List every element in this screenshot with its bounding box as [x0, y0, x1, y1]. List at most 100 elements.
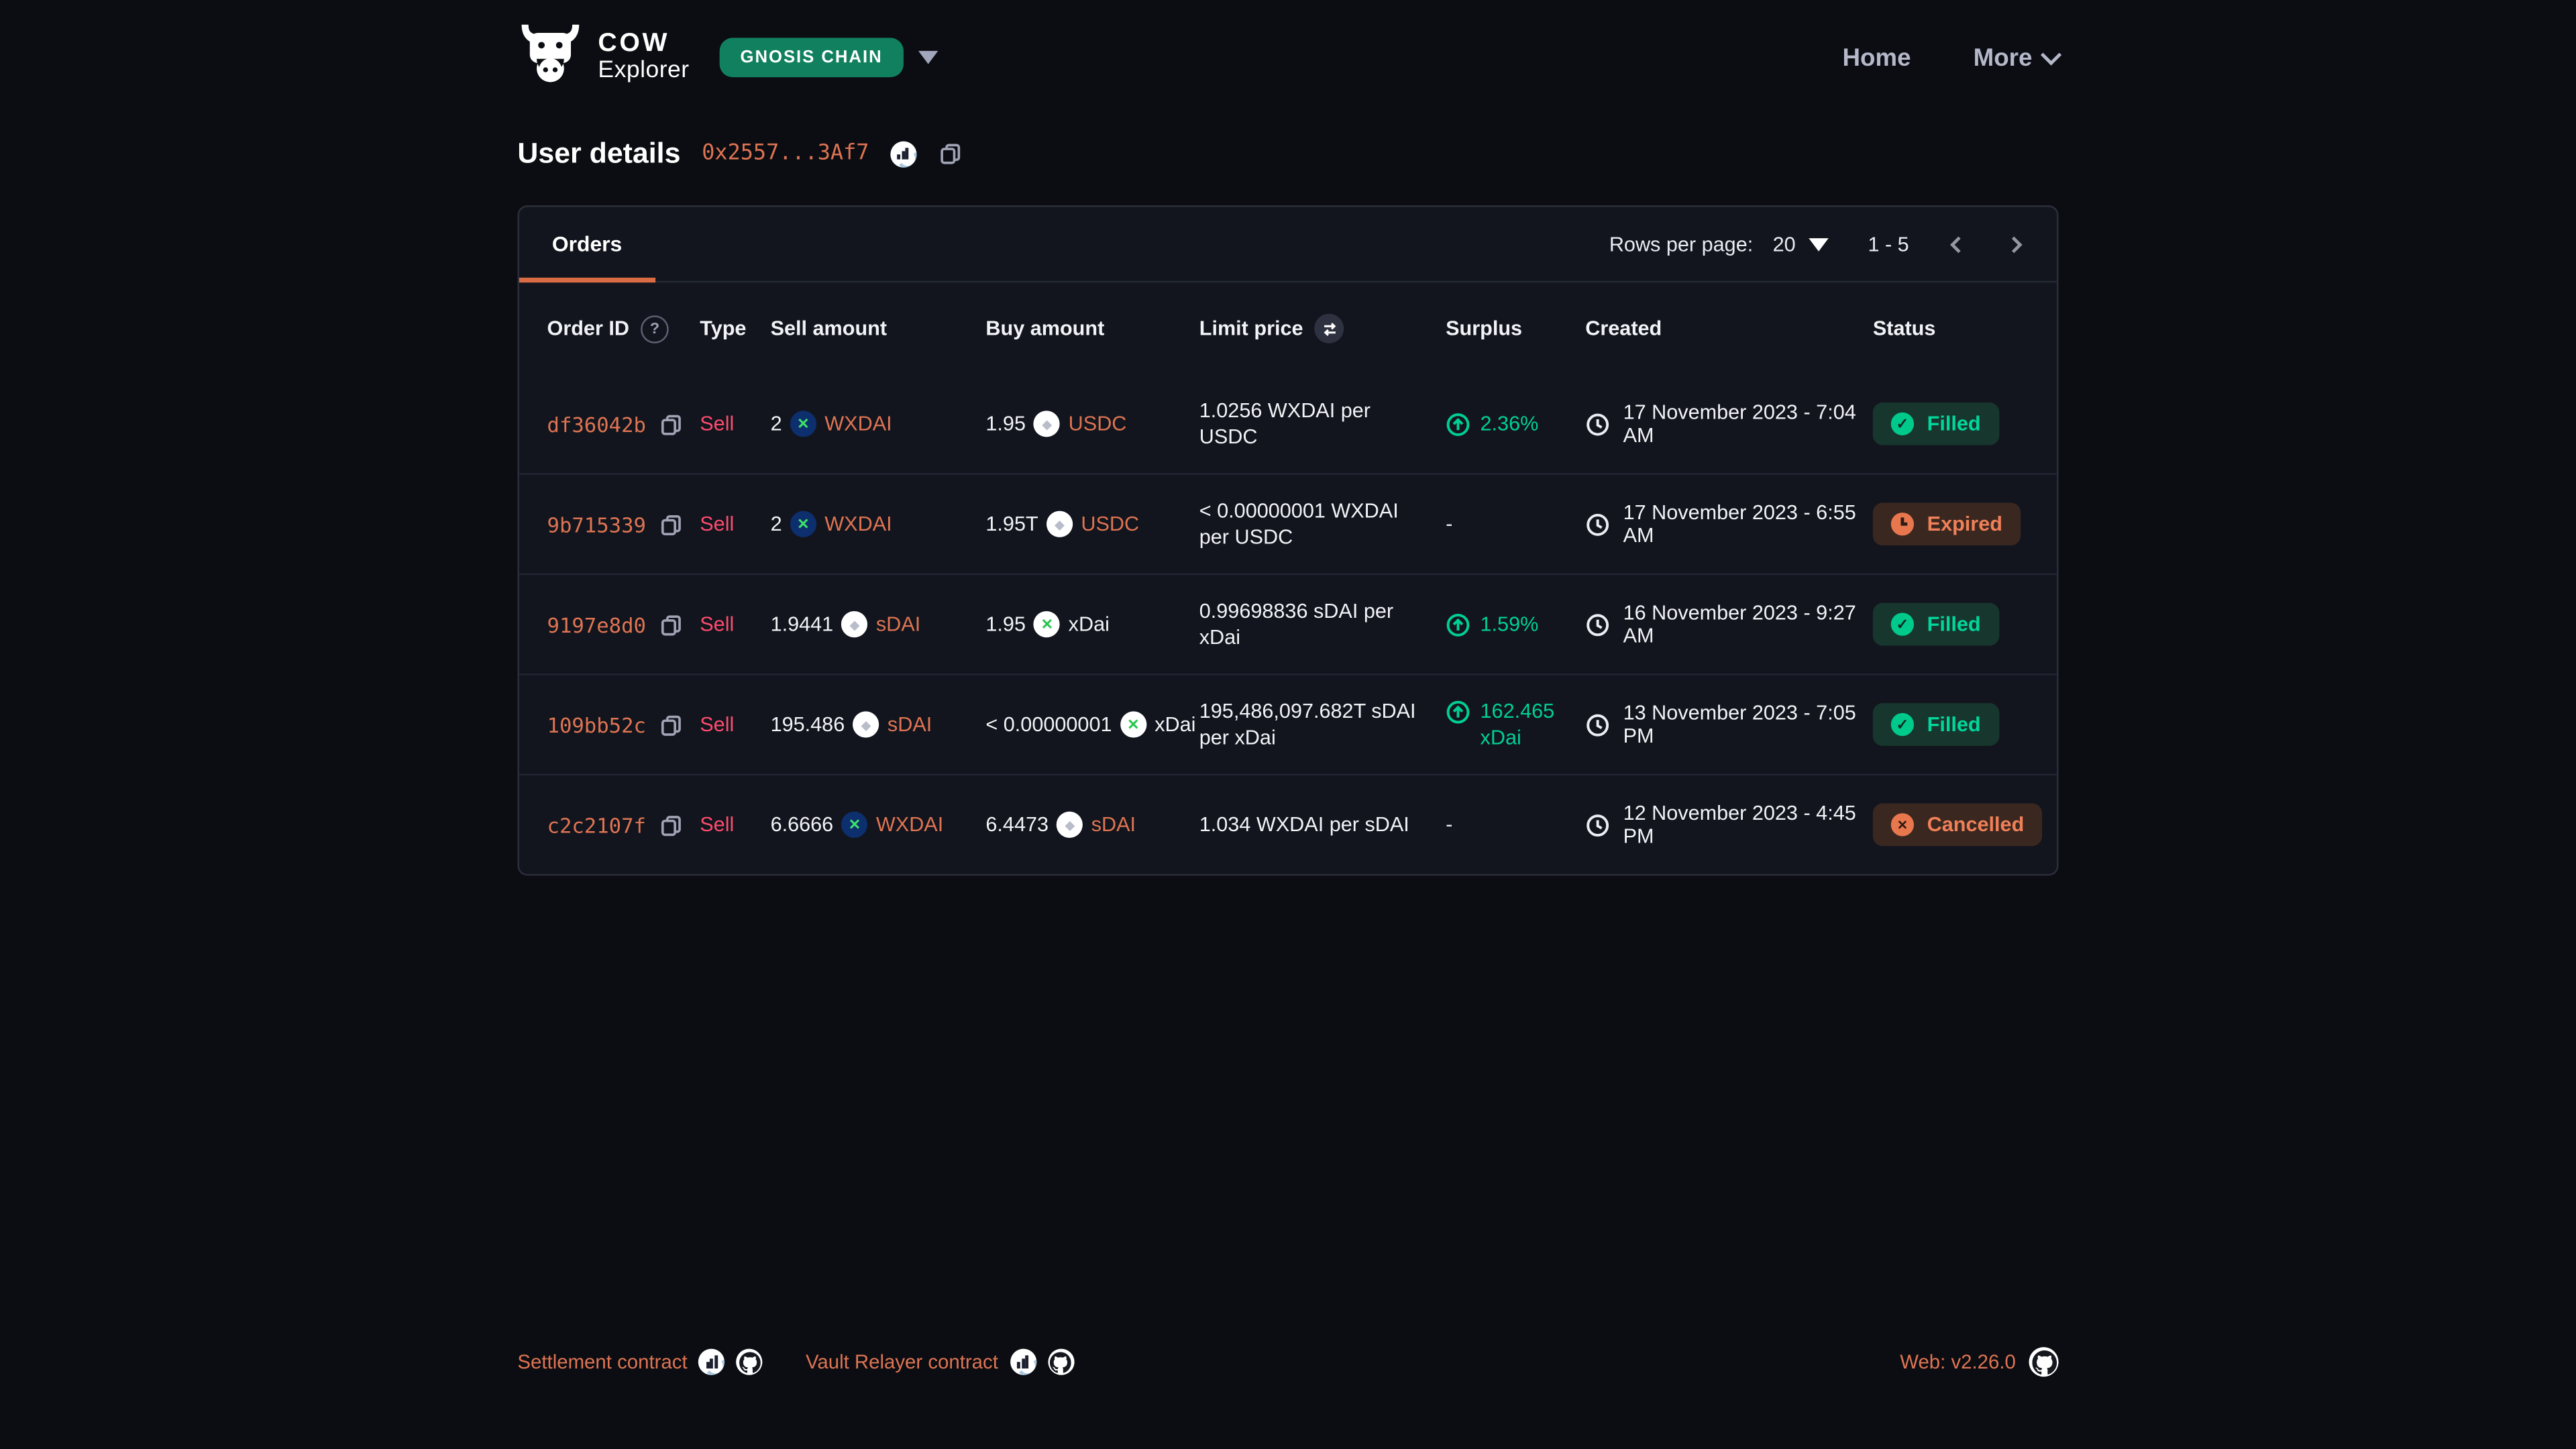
- copy-address-icon[interactable]: [938, 142, 963, 166]
- surplus-up-icon: [1446, 413, 1470, 436]
- limit-price: 195,486,097.682T sDAI per xDai: [1199, 699, 1416, 749]
- clock-icon: [1587, 613, 1609, 636]
- buy-token-link[interactable]: sDAI: [1091, 813, 1136, 837]
- status-badge: Filled: [1872, 703, 1999, 746]
- xdai-token-icon: [1034, 611, 1061, 638]
- table-header-row: Order ID ? Type Sell amount Buy amount L…: [519, 282, 2057, 374]
- usdc-token-icon: [1046, 511, 1073, 537]
- user-address-link[interactable]: 0x2557...3Af7: [702, 141, 869, 166]
- sell-amount: 2: [770, 412, 782, 435]
- buy-token-label: xDai: [1155, 712, 1196, 737]
- github-icon[interactable]: [2029, 1347, 2059, 1377]
- table-row: df36042b Sell 2 WXDAI 1.95 USDC 1.0256 W…: [519, 374, 2057, 475]
- order-id-link[interactable]: 109bb52c: [547, 712, 646, 737]
- sell-amount: 195.486: [770, 712, 845, 737]
- order-type: Sell: [700, 712, 735, 737]
- prev-page-button[interactable]: [1939, 226, 1975, 262]
- network-caret-icon[interactable]: [918, 50, 938, 64]
- order-id-link[interactable]: 9197e8d0: [547, 612, 646, 637]
- brand-name: COW: [598, 30, 670, 58]
- xdai-token-icon: [1120, 711, 1146, 738]
- created-date: 17 November 2023 - 7:04 AM: [1623, 400, 1856, 447]
- sell-token-link[interactable]: WXDAI: [824, 412, 892, 435]
- created-date: 16 November 2023 - 9:27 AM: [1623, 601, 1856, 647]
- order-id-link[interactable]: c2c2107f: [547, 812, 646, 837]
- order-type: Sell: [700, 813, 735, 837]
- copy-icon[interactable]: [659, 512, 684, 537]
- status-badge: Cancelled: [1872, 803, 2043, 847]
- buy-token-link[interactable]: USDC: [1081, 513, 1140, 536]
- sell-token-link[interactable]: sDAI: [887, 712, 932, 737]
- clock-icon: [1587, 513, 1609, 535]
- copy-icon[interactable]: [659, 812, 684, 837]
- status-icon: [1890, 513, 1915, 536]
- clock-icon: [1587, 413, 1609, 435]
- sell-token-link[interactable]: WXDAI: [824, 513, 892, 536]
- buy-amount: 1.95: [985, 612, 1026, 636]
- web-version-link[interactable]: Web: v2.26.0: [1900, 1350, 2016, 1374]
- status-icon: [1890, 813, 1915, 837]
- table-row: 9197e8d0 Sell 1.9441 sDAI 1.95 xDai 0.99…: [519, 575, 2057, 676]
- next-page-button[interactable]: [1998, 226, 2034, 262]
- rows-per-page-label: Rows per page:: [1609, 232, 1754, 256]
- order-id-link[interactable]: 9b715339: [547, 511, 646, 537]
- sell-token-link[interactable]: sDAI: [875, 612, 921, 636]
- copy-icon[interactable]: [659, 712, 684, 737]
- sell-amount: 6.6666: [770, 813, 834, 837]
- rows-per-page-select[interactable]: 20: [1773, 233, 1829, 256]
- usdc-token-icon: [1034, 411, 1061, 437]
- page-title: User details: [517, 136, 681, 170]
- blockscout-icon[interactable]: [890, 140, 917, 167]
- github-icon[interactable]: [737, 1348, 763, 1375]
- wxdai-token-icon: [841, 811, 868, 838]
- created-date: 13 November 2023 - 7:05 PM: [1623, 701, 1856, 748]
- orders-card: Orders Rows per page: 20 1 - 5: [517, 205, 2059, 876]
- order-type: Sell: [700, 513, 735, 536]
- sell-token-link[interactable]: WXDAI: [875, 813, 944, 837]
- main-nav: Home More: [1842, 43, 2062, 72]
- buy-amount: < 0.00000001: [985, 712, 1112, 737]
- status-badge: Expired: [1872, 502, 2021, 546]
- surplus: 2.36%: [1446, 411, 1585, 437]
- nav-home[interactable]: Home: [1842, 43, 1911, 72]
- clock-icon: [1587, 713, 1609, 736]
- limit-price: 1.034 WXDAI per sDAI: [1199, 812, 1409, 837]
- buy-token-link[interactable]: USDC: [1068, 412, 1127, 435]
- status-icon: [1890, 712, 1915, 737]
- page-range: 1 - 5: [1868, 232, 1909, 256]
- table-row: 109bb52c Sell 195.486 sDAI < 0.00000001 …: [519, 676, 2057, 775]
- dropdown-triangle-icon: [1809, 237, 1829, 251]
- tab-bar: Orders Rows per page: 20 1 - 5: [519, 207, 2057, 283]
- blockscout-icon[interactable]: [698, 1348, 725, 1375]
- copy-icon[interactable]: [659, 411, 684, 436]
- blockscout-icon[interactable]: [1010, 1348, 1036, 1375]
- copy-icon[interactable]: [659, 612, 684, 637]
- col-surplus: Surplus: [1446, 317, 1523, 340]
- help-icon[interactable]: ?: [641, 314, 669, 343]
- col-order-id: Order ID: [547, 317, 629, 340]
- swap-price-icon[interactable]: [1314, 313, 1344, 343]
- col-status: Status: [1872, 317, 1936, 340]
- sdai-token-icon: [1057, 811, 1083, 838]
- surplus: -: [1446, 812, 1453, 837]
- table-row: 9b715339 Sell 2 WXDAI 1.95T USDC < 0.000…: [519, 475, 2057, 576]
- status-icon: [1890, 412, 1915, 435]
- network-badge[interactable]: GNOSIS CHAIN: [718, 38, 904, 78]
- order-id-link[interactable]: df36042b: [547, 411, 646, 437]
- limit-price: < 0.00000001 WXDAI per USDC: [1199, 498, 1399, 549]
- surplus: 1.59%: [1446, 611, 1585, 638]
- settlement-contract-link[interactable]: Settlement contract: [517, 1350, 688, 1374]
- cow-icon: [517, 23, 583, 92]
- tab-orders[interactable]: Orders: [519, 207, 655, 283]
- nav-more[interactable]: More: [1974, 44, 2062, 72]
- status-badge: Filled: [1872, 402, 1999, 445]
- github-icon[interactable]: [1047, 1348, 1074, 1375]
- buy-token-label: xDai: [1068, 612, 1110, 636]
- user-details-row: User details 0x2557...3Af7: [517, 136, 2058, 170]
- col-sell-amount: Sell amount: [770, 317, 888, 340]
- footer: Settlement contract Vault Relayer contra…: [0, 1347, 2576, 1377]
- sell-amount: 2: [770, 513, 782, 536]
- vault-relayer-contract-link[interactable]: Vault Relayer contract: [805, 1350, 998, 1374]
- cow-explorer-logo[interactable]: COW Explorer: [517, 23, 689, 92]
